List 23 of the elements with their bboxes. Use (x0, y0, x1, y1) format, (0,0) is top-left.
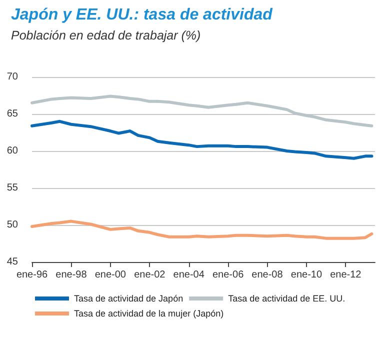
legend-label: Tasa de actividad de EE. UU. (228, 294, 346, 304)
legend-label: Tasa de actividad de la mujer (Japón) (74, 308, 224, 318)
y-tick-label: 60 (6, 146, 18, 156)
line-series (30, 94, 374, 128)
x-tick-label: ene-04 (173, 270, 205, 280)
y-tick-label: 65 (6, 108, 18, 120)
line-series (30, 220, 374, 240)
chart-title: Japón y EE. UU.: tasa de actividad (11, 6, 274, 24)
y-tick-label: 45 (6, 256, 18, 268)
x-tick-label: ene-08 (252, 270, 284, 280)
x-tick-label: ene-06 (212, 270, 244, 280)
x-tick-label: ene-98 (56, 270, 88, 280)
x-tick-label: ene-96 (16, 270, 48, 280)
x-tick-label: ene-10 (290, 270, 322, 280)
y-tick-label: 55 (6, 182, 18, 194)
y-tick-label: 50 (6, 220, 18, 230)
chart-subtitle: Población en edad de trabajar (%) (11, 28, 201, 42)
line-series (30, 120, 374, 160)
y-tick-label: 70 (6, 72, 18, 82)
x-tick-label: ene-02 (134, 270, 166, 280)
x-tick-label: ene-00 (94, 270, 126, 280)
legend-label: Tasa de actividad de Japón (74, 294, 184, 304)
x-tick-label: ene-12 (330, 270, 362, 280)
